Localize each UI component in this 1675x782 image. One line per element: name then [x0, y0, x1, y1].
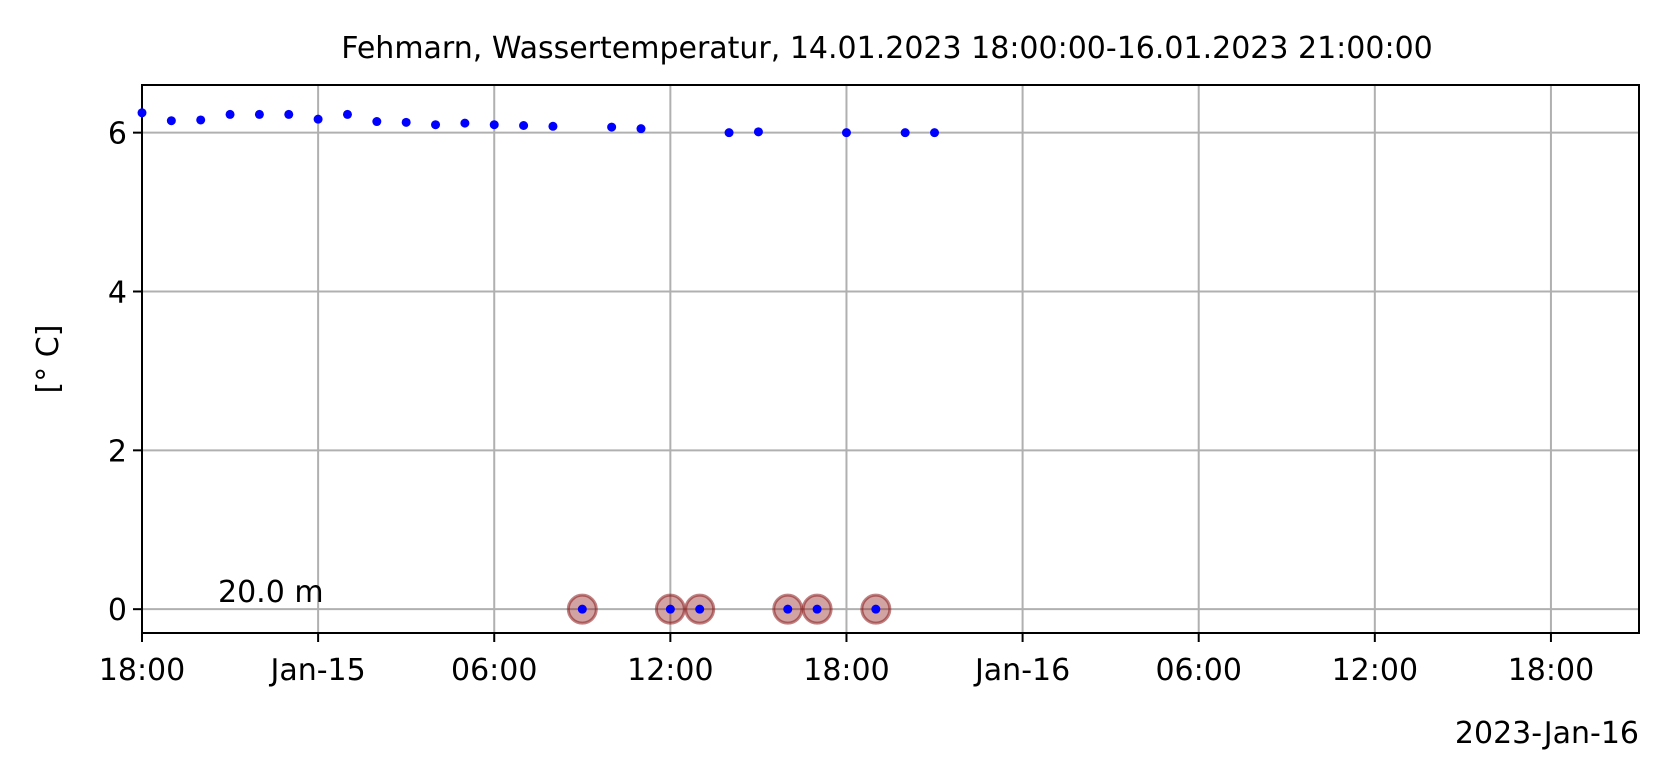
data-point: [607, 122, 617, 132]
data-point: [812, 604, 822, 614]
grid: [141, 85, 1639, 633]
data-point: [519, 121, 529, 131]
data-point: [665, 604, 675, 614]
plot-frame: [141, 84, 1640, 634]
x-tick-label: 18:00: [99, 653, 185, 688]
x-axis: 18:00 Jan-15 06:00 12:00 18:00 Jan-16 06:00 12:…: [99, 633, 1594, 688]
x-tick-label: 18:00: [1508, 653, 1594, 688]
y-tick-label: 0: [108, 593, 127, 628]
data-point: [489, 120, 499, 130]
data-point: [137, 108, 147, 118]
data-point: [930, 128, 940, 138]
y-axis-label: [° C]: [31, 325, 66, 394]
data-point: [225, 109, 235, 119]
data-point: [196, 115, 206, 125]
x-tick-label: 18:00: [803, 653, 889, 688]
x-tick-label: 12:00: [627, 653, 713, 688]
data-point: [753, 127, 763, 137]
data-point: [431, 120, 441, 130]
x-tick-label: Jan-15: [268, 653, 365, 688]
y-tick-label: 4: [108, 275, 127, 310]
x-tick-label: 06:00: [451, 653, 537, 688]
data-point: [724, 128, 734, 138]
data-point: [548, 121, 558, 131]
data-points: [137, 108, 940, 625]
data-point: [900, 128, 910, 138]
data-point: [841, 128, 851, 138]
data-point: [166, 116, 176, 126]
data-point: [254, 109, 264, 119]
y-tick-label: 2: [108, 434, 127, 469]
x-axis-offset-label: 2023-Jan-16: [1455, 716, 1639, 751]
data-point: [636, 124, 646, 134]
x-tick-label: 06:00: [1155, 653, 1241, 688]
data-point: [577, 604, 587, 614]
x-tick-label: 12:00: [1332, 653, 1418, 688]
data-point: [401, 117, 411, 127]
data-point: [460, 118, 470, 128]
y-tick-label: 6: [108, 117, 127, 152]
data-point: [695, 604, 705, 614]
data-point: [313, 114, 323, 124]
data-point: [284, 109, 294, 119]
chart-title: Fehmarn, Wassertemperatur, 14.01.2023 18…: [341, 31, 1433, 66]
y-axis: 0 2 4 6: [108, 117, 142, 628]
data-point: [871, 604, 881, 614]
depth-annotation: 20.0 m: [218, 575, 324, 610]
data-point: [783, 604, 793, 614]
data-point: [372, 117, 382, 127]
data-point: [342, 109, 352, 119]
x-tick-label: Jan-16: [973, 653, 1070, 688]
